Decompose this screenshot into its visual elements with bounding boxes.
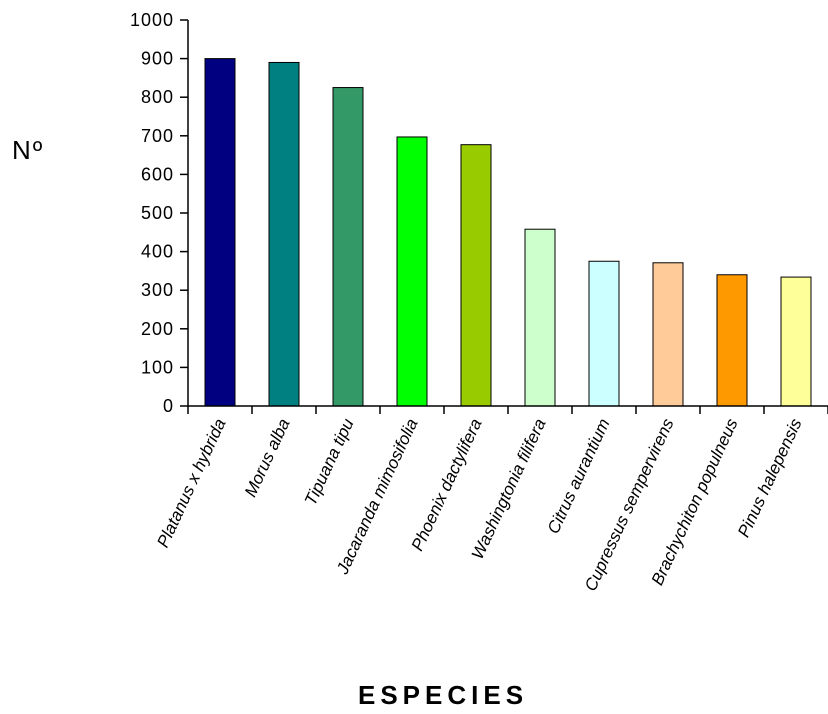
- bar-6: [524, 228, 556, 407]
- category-label: Tipuana tipu: [301, 415, 358, 508]
- bar-7: [588, 260, 620, 407]
- bar-8: [652, 262, 684, 407]
- y-tick-label: 600: [141, 164, 174, 184]
- bar-10: [780, 276, 812, 407]
- y-tick-label: 200: [141, 319, 174, 339]
- y-tick-label: 400: [141, 242, 174, 262]
- y-tick-label: 500: [141, 203, 174, 223]
- bar-4: [396, 136, 428, 407]
- y-tick-label: 700: [141, 126, 174, 146]
- bar-1: [204, 58, 236, 407]
- y-tick-label: 300: [141, 280, 174, 300]
- bar-3: [332, 87, 364, 407]
- category-label: Platanus x hybrida: [153, 416, 229, 551]
- x-axis-label: ESPECIES: [358, 680, 528, 710]
- bars: [204, 58, 812, 407]
- category-label: Pinus halepensis: [734, 415, 806, 540]
- category-label: Citrus aurantium: [544, 416, 614, 537]
- bar-2: [268, 61, 300, 407]
- category-labels: Platanus x hybrida Morus alba Tipuana tipu…: [153, 415, 806, 594]
- category-label: Washingtonia filifera: [468, 416, 550, 562]
- category-label: Phoenix dactylifera: [408, 416, 486, 554]
- y-tick-label: 100: [141, 357, 174, 377]
- bar-9: [716, 274, 748, 407]
- y-tick-label: 1000: [130, 10, 174, 30]
- x-axis-ticks: [187, 406, 828, 414]
- y-axis-ticks: 0 100 200 300 400 500 600 700 800 900 1000: [130, 10, 188, 416]
- y-tick-label: 0: [163, 396, 174, 416]
- y-axis-label: Nº: [12, 135, 44, 165]
- category-label: Morus alba: [241, 416, 294, 500]
- y-tick-label: 900: [141, 49, 174, 69]
- y-tick-label: 800: [141, 87, 174, 107]
- bar-5: [460, 144, 492, 407]
